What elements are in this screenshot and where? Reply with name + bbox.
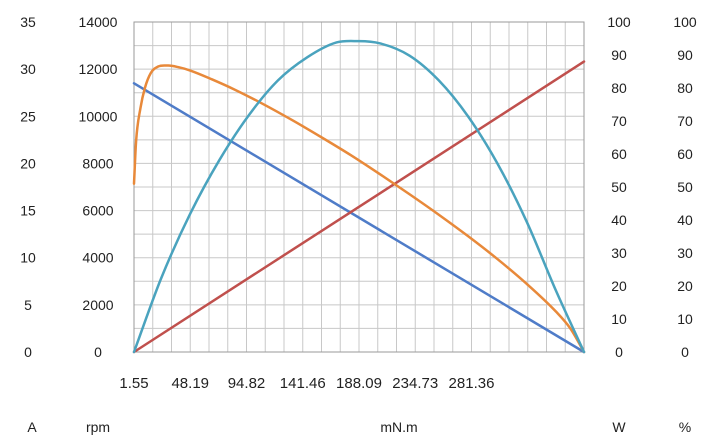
efficiency-tick-label: 70 bbox=[677, 113, 693, 129]
power-tick-label: 70 bbox=[611, 113, 627, 129]
power-tick-label: 40 bbox=[611, 212, 627, 228]
efficiency-tick-label: 10 bbox=[677, 311, 693, 327]
current-tick-label: 0 bbox=[24, 344, 32, 360]
current-tick-label: 5 bbox=[24, 297, 32, 313]
efficiency-tick-label: 0 bbox=[681, 344, 689, 360]
speed-series-line bbox=[132, 82, 586, 354]
speed-tick-label: 8000 bbox=[82, 155, 113, 171]
speed-tick-label: 14000 bbox=[79, 14, 118, 30]
current-tick-label: 30 bbox=[20, 61, 36, 77]
grid bbox=[133, 21, 585, 353]
power-tick-label: 0 bbox=[615, 344, 623, 360]
efficiency-tick-label: 30 bbox=[677, 245, 693, 261]
x-axis-label: mN.m bbox=[380, 419, 417, 435]
tick-labels: 1.55 48.19 94.82 141.46 188.09 234.73 281.36 0 5… bbox=[20, 14, 697, 392]
efficiency-tick-label: 80 bbox=[677, 80, 693, 96]
series-lines bbox=[132, 39, 586, 354]
current-unit-label: A bbox=[27, 419, 37, 435]
power-tick-label: 30 bbox=[611, 245, 627, 261]
efficiency-unit-label: % bbox=[679, 419, 691, 435]
current-tick-label: 20 bbox=[20, 155, 36, 171]
speed-tick-label: 12000 bbox=[79, 61, 118, 77]
power-tick-label: 20 bbox=[611, 278, 627, 294]
power-series-line bbox=[132, 39, 586, 354]
plot-frame bbox=[133, 21, 585, 353]
power-unit-label: W bbox=[612, 419, 626, 435]
power-tick-label: 100 bbox=[607, 14, 631, 30]
current-tick-label: 35 bbox=[20, 14, 36, 30]
efficiency-series-line bbox=[132, 64, 586, 354]
efficiency-tick-label: 40 bbox=[677, 212, 693, 228]
x-tick-label: 1.55 bbox=[119, 375, 148, 392]
speed-unit-label: rpm bbox=[86, 419, 110, 435]
current-tick-label: 25 bbox=[20, 108, 36, 124]
speed-tick-label: 0 bbox=[94, 344, 102, 360]
current-series-line bbox=[132, 60, 586, 354]
current-tick-label: 15 bbox=[20, 203, 36, 219]
x-tick-label: 94.82 bbox=[228, 375, 266, 392]
efficiency-tick-label: 50 bbox=[677, 179, 693, 195]
axes bbox=[133, 21, 585, 353]
speed-tick-label: 2000 bbox=[82, 297, 113, 313]
power-tick-label: 80 bbox=[611, 80, 627, 96]
efficiency-tick-label: 20 bbox=[677, 278, 693, 294]
efficiency-tick-label: 90 bbox=[677, 47, 693, 63]
current-tick-label: 10 bbox=[20, 250, 36, 266]
x-tick-label: 281.36 bbox=[449, 375, 495, 392]
speed-tick-label: 4000 bbox=[82, 250, 113, 266]
speed-tick-label: 6000 bbox=[82, 203, 113, 219]
power-tick-label: 10 bbox=[611, 311, 627, 327]
x-tick-label: 141.46 bbox=[280, 375, 326, 392]
x-tick-label: 48.19 bbox=[171, 375, 209, 392]
power-tick-label: 90 bbox=[611, 47, 627, 63]
efficiency-tick-label: 100 bbox=[673, 14, 697, 30]
x-tick-label: 234.73 bbox=[392, 375, 438, 392]
x-tick-label: 188.09 bbox=[336, 375, 382, 392]
power-tick-label: 50 bbox=[611, 179, 627, 195]
speed-tick-label: 10000 bbox=[79, 108, 118, 124]
efficiency-tick-label: 60 bbox=[677, 146, 693, 162]
power-tick-label: 60 bbox=[611, 146, 627, 162]
